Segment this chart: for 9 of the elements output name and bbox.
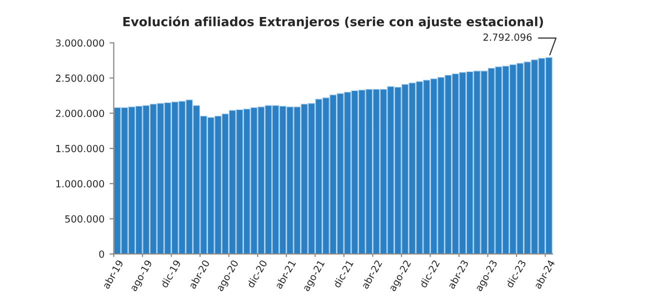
y-tick-label: 2.500.000 bbox=[56, 74, 104, 82]
annotation: 2.792.096 bbox=[483, 33, 532, 41]
chart-title: Evolución afiliados Extranjeros (serie con ajuste estacional) bbox=[123, 16, 543, 29]
y-tick-label: 1.000.000 bbox=[56, 180, 104, 188]
y-tick-label: 500.000 bbox=[65, 215, 104, 223]
y-tick-label: 1.500.000 bbox=[56, 144, 104, 152]
y-tick-label: 3.000.000 bbox=[56, 39, 104, 47]
y-tick-label: 0 bbox=[99, 250, 104, 258]
y-tick-label: 2.000.000 bbox=[56, 110, 104, 118]
